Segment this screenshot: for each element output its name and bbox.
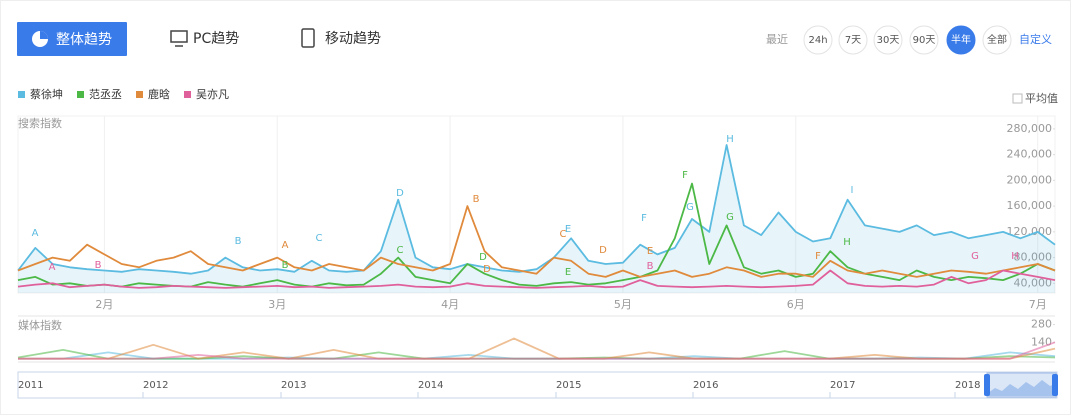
tab-overall[interactable] <box>17 22 127 56</box>
annotation[interactable]: G <box>686 202 694 213</box>
annotation[interactable]: A <box>49 262 56 273</box>
legend-swatch <box>77 91 84 98</box>
annotation[interactable]: D <box>483 264 491 275</box>
annotation[interactable]: E <box>647 246 653 257</box>
annotation[interactable]: D <box>479 252 487 263</box>
annotation[interactable]: E <box>565 267 571 278</box>
timeline-year: 2014 <box>418 380 443 391</box>
range-label: 最近 <box>766 33 788 46</box>
annotation[interactable]: B <box>235 236 242 247</box>
custom-range[interactable]: 自定义 <box>1019 32 1052 46</box>
checkbox[interactable] <box>1012 93 1023 104</box>
range-option[interactable]: 24h <box>808 35 827 46</box>
annotation[interactable]: B <box>473 194 480 205</box>
annotation[interactable]: E <box>565 224 571 235</box>
timeline-year: 2013 <box>281 380 306 391</box>
y-tick-label: 200,000 <box>1007 173 1053 186</box>
annotation[interactable]: B <box>647 261 654 272</box>
timeline-year: 2018 <box>955 380 980 391</box>
annotation[interactable]: H <box>726 134 734 145</box>
range-button[interactable] <box>838 25 868 55</box>
legend-label[interactable]: 吴亦凡 <box>196 87 229 101</box>
range-button[interactable] <box>982 25 1012 55</box>
annotation[interactable]: B <box>95 260 102 271</box>
checkbox-label[interactable]: 平均值 <box>1025 92 1058 105</box>
annotation[interactable]: I <box>851 185 854 196</box>
x-tick-label: 5月 <box>614 298 632 311</box>
timeline-handle[interactable] <box>984 374 990 396</box>
y-axis-label: 搜索指数 <box>18 116 62 130</box>
timeline-year: 2012 <box>143 380 168 391</box>
x-tick-label: 6月 <box>787 298 805 311</box>
series-line <box>17 144 1056 275</box>
plot-frame <box>17 115 1056 294</box>
range-option[interactable]: 半年 <box>951 33 971 46</box>
timeline-handle[interactable] <box>1052 374 1058 396</box>
annotation[interactable]: F <box>641 213 647 224</box>
y-axis-label: 媒体指数 <box>18 318 62 332</box>
range-button[interactable] <box>873 25 903 55</box>
annotation[interactable]: G <box>726 212 734 223</box>
tab-label[interactable]: 整体趋势 <box>56 32 112 48</box>
timeline-year: 2016 <box>693 380 718 391</box>
y-tick-label: 280,000 <box>1007 122 1053 135</box>
phone-icon <box>301 28 315 48</box>
timeline-preview <box>988 380 1055 396</box>
y-tick-label: 80,000 <box>1014 251 1053 264</box>
series-line <box>17 205 1056 278</box>
annotation[interactable]: D <box>396 188 404 199</box>
y-tick-label: 240,000 <box>1007 148 1053 161</box>
series-line <box>17 269 1056 289</box>
range-button[interactable] <box>803 25 833 55</box>
range-button[interactable] <box>909 25 939 55</box>
range-option[interactable]: 30天 <box>877 35 900 46</box>
annotation[interactable]: F <box>682 170 688 181</box>
x-tick-label: 3月 <box>268 298 286 311</box>
x-tick-label: 7月 <box>1029 298 1047 311</box>
timeline-year: 2011 <box>18 380 43 391</box>
y-tick-label: 160,000 <box>1007 199 1053 212</box>
legend-label[interactable]: 鹿晗 <box>148 87 170 101</box>
timeline[interactable] <box>17 371 1058 399</box>
annotation[interactable]: B <box>282 260 289 271</box>
annotation[interactable]: F <box>815 251 821 262</box>
annotation[interactable]: C <box>560 229 567 240</box>
annotation[interactable]: H <box>843 237 851 248</box>
range-option[interactable]: 全部 <box>987 33 1007 46</box>
monitor-icon <box>170 30 188 47</box>
timeline-year: 2015 <box>556 380 581 391</box>
range-option[interactable]: 7天 <box>845 35 861 46</box>
series-line <box>18 341 1056 360</box>
x-tick-label: 2月 <box>95 298 113 311</box>
legend-label[interactable]: 范丞丞 <box>89 87 122 101</box>
y-tick-label: 40,000 <box>1014 276 1053 289</box>
annotation[interactable]: A <box>32 228 39 239</box>
annotation[interactable]: C <box>316 233 323 244</box>
annotation[interactable]: D <box>599 245 607 256</box>
legend-swatch <box>18 91 25 98</box>
legend-swatch <box>136 91 143 98</box>
timeline-year: 2017 <box>830 380 855 391</box>
annotation[interactable]: A <box>282 240 289 251</box>
legend-label[interactable]: 蔡徐坤 <box>30 87 63 101</box>
annotation[interactable]: G <box>971 251 979 262</box>
range-button[interactable] <box>946 25 976 55</box>
y-tick-label: 280 <box>1031 318 1052 331</box>
series-area <box>18 145 1055 293</box>
tab-label[interactable]: 移动趋势 <box>325 31 381 47</box>
pie-icon <box>32 31 48 47</box>
range-option[interactable]: 90天 <box>913 35 936 46</box>
tab-label[interactable]: PC趋势 <box>193 31 239 47</box>
x-tick-label: 4月 <box>441 298 459 311</box>
legend-swatch <box>184 91 191 98</box>
annotation[interactable]: H <box>1011 251 1019 262</box>
annotation[interactable]: C <box>397 245 404 256</box>
